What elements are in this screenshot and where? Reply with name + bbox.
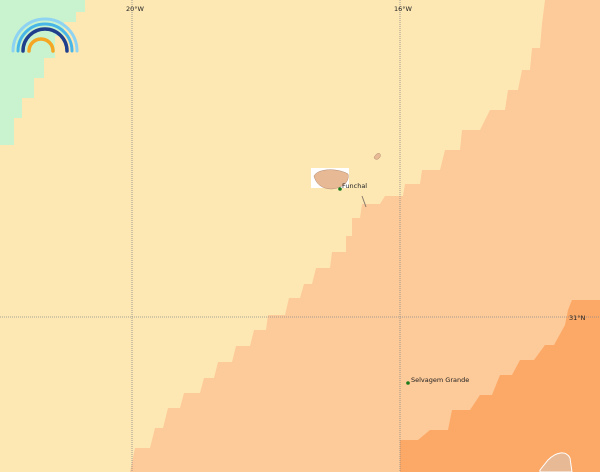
coast-island xyxy=(539,452,573,472)
latitude-label: 31°N xyxy=(569,314,586,322)
place-label: Funchal xyxy=(342,182,367,190)
orange-zone xyxy=(130,0,600,472)
madeira-island xyxy=(313,169,349,190)
dark-orange-zone xyxy=(400,300,600,472)
longitude-label: 20°W xyxy=(126,5,145,13)
desertas-island xyxy=(361,195,367,208)
porto-santo-island xyxy=(373,153,381,160)
longitude-label: 16°W xyxy=(394,5,413,13)
place-dot xyxy=(338,187,342,191)
logo xyxy=(11,17,79,53)
place-label: Selvagem Grande xyxy=(411,376,469,384)
place-dot xyxy=(406,381,410,385)
